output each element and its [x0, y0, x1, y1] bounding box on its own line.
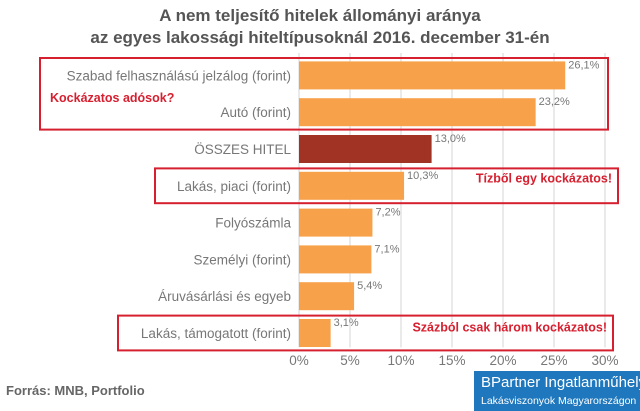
highlight-box-2 — [117, 314, 614, 352]
bar-2 — [299, 135, 432, 163]
bar-3 — [299, 171, 405, 200]
bar-7 — [299, 319, 331, 347]
x-tick-label-0: 0% — [289, 353, 309, 368]
chart-title-line-1: A nem teljesítő hitelek állományi aránya — [159, 6, 481, 25]
annotation-0: Kockázatos adósok? — [50, 91, 174, 105]
value-label-0: 26,1% — [568, 59, 599, 71]
category-label-0: Szabad felhasználású jelzálog (forint) — [67, 68, 291, 83]
category-label-2: ÖSSZES HITEL — [194, 142, 291, 157]
bar-1 — [299, 98, 536, 127]
bar-0 — [299, 61, 566, 90]
brand-name: BPartner Ingatlanműhely — [481, 374, 640, 391]
annotation-2: Százból csak három kockázatos! — [412, 321, 607, 335]
value-label-5: 7,1% — [374, 243, 399, 255]
category-label-1: Autó (forint) — [220, 105, 291, 120]
chart-title-line-2: az egyes lakossági hiteltípusoknál 2016.… — [90, 28, 550, 47]
x-tick-label-4: 20% — [489, 353, 516, 368]
brand-badge: BPartner Ingatlanműhely Lakásviszonyok M… — [474, 371, 640, 411]
x-tick-label-2: 10% — [387, 353, 414, 368]
bar-6 — [299, 282, 355, 311]
x-tick-label-6: 30% — [591, 353, 618, 368]
x-tick-label-3: 15% — [438, 353, 465, 368]
category-label-6: Áruvásárlási és egyeb — [158, 289, 291, 304]
value-label-3: 10,3% — [407, 170, 438, 182]
value-label-4: 7,2% — [375, 207, 400, 219]
category-label-7: Lakás, támogatott (forint) — [141, 326, 291, 341]
category-label-4: Folyószámla — [215, 216, 291, 231]
bar-5 — [299, 245, 372, 274]
highlight-box-0 — [39, 57, 609, 131]
highlight-box-1 — [154, 167, 619, 205]
value-label-6: 5,4% — [357, 280, 382, 292]
value-label-7: 3,1% — [334, 317, 359, 329]
x-tick-label-5: 25% — [540, 353, 567, 368]
category-label-5: Személyi (forint) — [193, 252, 291, 267]
bar-4 — [299, 208, 373, 237]
category-label-3: Lakás, piaci (forint) — [177, 179, 291, 194]
brand-tagline: Lakásviszonyok Magyarországon — [481, 395, 637, 407]
source-note: Forrás: MNB, Portfolio — [6, 383, 145, 398]
annotation-1: Tízből egy kockázatos! — [476, 171, 612, 185]
x-tick-label-1: 5% — [340, 353, 360, 368]
value-label-1: 23,2% — [539, 96, 570, 108]
value-label-2: 13,0% — [435, 133, 466, 145]
